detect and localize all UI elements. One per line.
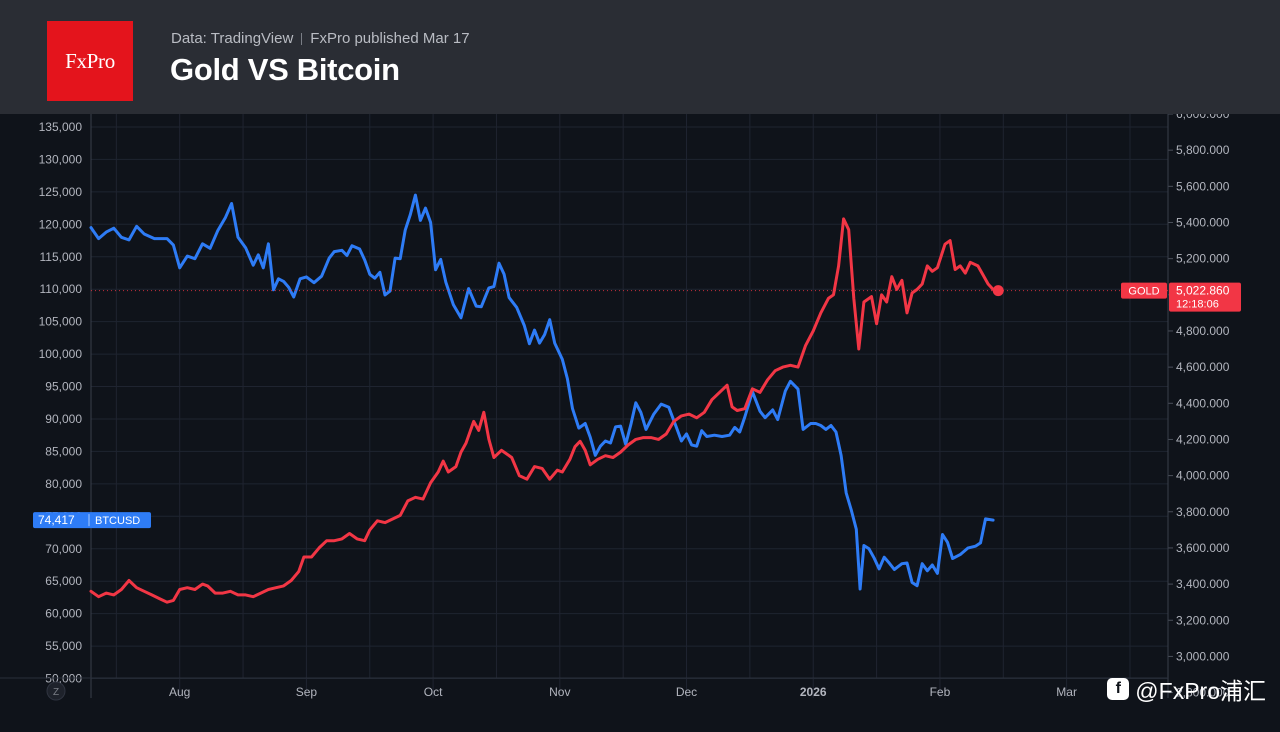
fxpro-logo: FxPro: [47, 21, 133, 101]
chart-meta: Data: TradingView FxPro published Mar 17: [171, 30, 470, 47]
left-tick-label: 125,000: [39, 185, 83, 199]
zoom-label: Z: [53, 687, 59, 698]
series-line-btcusd: [89, 193, 995, 591]
x-tick-label: Mar: [1056, 685, 1077, 699]
left-tick-label: 120,000: [39, 217, 83, 231]
x-tick-label: Aug: [169, 685, 190, 699]
left-tick-label: 60,000: [45, 607, 82, 621]
left-tick-label: 80,000: [45, 477, 82, 491]
left-tick-label: 55,000: [45, 639, 82, 653]
right-tick-label: 3,000.000: [1176, 649, 1230, 663]
gold-time-label: 12:18:06: [1176, 299, 1219, 311]
left-tick-label: 100,000: [39, 347, 83, 361]
right-tick-label: 4,400.000: [1176, 396, 1230, 410]
right-tick-label: 3,200.000: [1176, 613, 1230, 627]
right-tick-label: 4,800.000: [1176, 324, 1230, 338]
left-tick-label: 105,000: [39, 315, 83, 329]
meta-divider: [301, 33, 303, 46]
gold-last-point: [992, 285, 1004, 297]
x-tick-label: Nov: [549, 685, 570, 699]
right-tick-label: 4,000.000: [1176, 469, 1230, 483]
left-tick-label: 135,000: [39, 120, 83, 134]
right-tick-label: 5,800.000: [1176, 143, 1230, 157]
x-tick-label: Dec: [676, 685, 697, 699]
left-tick-label: 115,000: [40, 250, 83, 264]
watermark: f @FxPro浦汇: [1107, 672, 1266, 706]
right-tick-label: 6,000.000: [1176, 114, 1230, 121]
published-info: FxPro published Mar 17: [310, 30, 470, 47]
page-title: Gold VS Bitcoin: [170, 52, 400, 87]
watermark-text: @FxPro浦汇: [1135, 678, 1266, 704]
right-tick-label: 5,200.000: [1176, 252, 1230, 266]
btc-value-label: 74,417: [38, 513, 75, 527]
right-tick-label: 3,800.000: [1176, 505, 1230, 519]
zoom-circle: [46, 681, 66, 701]
left-tick-label: 85,000: [45, 444, 82, 458]
series-line-gold: [89, 217, 1000, 604]
btc-value-tag: [33, 512, 151, 529]
left-tick-label: 130,000: [39, 152, 83, 166]
gold-value-label: 5,022.860: [1176, 284, 1230, 298]
gold-value-tag: [1169, 282, 1241, 312]
header-bar: FxPro Data: TradingView FxPro published M…: [0, 0, 1280, 114]
right-tick-label: 4,600.000: [1176, 360, 1230, 374]
x-tick-label: 2026: [800, 685, 827, 699]
left-tick-label: 90,000: [45, 412, 82, 426]
right-tick-label: 5,400.000: [1176, 215, 1230, 229]
left-tick-label: 70,000: [45, 542, 82, 556]
right-tick-label: 5,600.000: [1176, 179, 1230, 193]
weibo-icon: f: [1107, 678, 1130, 700]
right-tick-label: 3,400.000: [1176, 577, 1230, 591]
left-tick-label: 110,000: [40, 282, 83, 296]
x-tick-label: Feb: [930, 685, 951, 699]
btc-name-label: BTCUSD: [95, 515, 140, 527]
right-tick-label: 4,200.000: [1176, 432, 1230, 446]
x-tick-label: Oct: [424, 685, 443, 699]
right-tick-label: 3,600.000: [1176, 541, 1230, 555]
right-tick-label: 2,800.000: [1176, 686, 1230, 700]
data-source: Data: TradingView: [171, 30, 294, 47]
gold-name-label: GOLD: [1128, 286, 1159, 298]
left-tick-label: 65,000: [45, 574, 82, 588]
x-tick-label: Sep: [296, 685, 318, 699]
chart-canvas: 50,00055,00060,00065,00070,00075,00080,0…: [0, 114, 1241, 701]
gold-name-tag: [1121, 282, 1167, 299]
left-tick-label: 95,000: [45, 380, 82, 394]
